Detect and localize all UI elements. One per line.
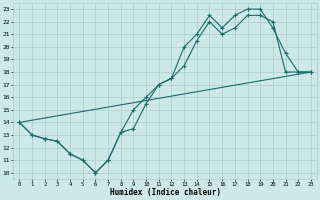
X-axis label: Humidex (Indice chaleur): Humidex (Indice chaleur)	[110, 188, 220, 197]
